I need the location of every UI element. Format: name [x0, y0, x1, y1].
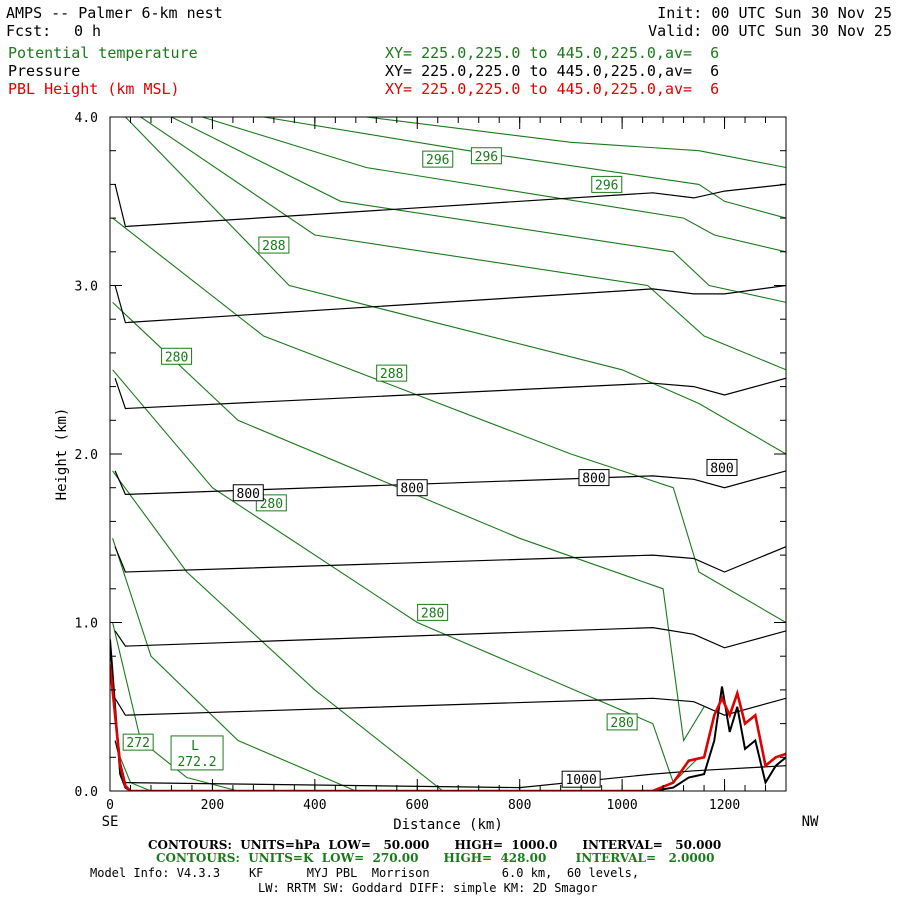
contour-label-box	[232, 484, 264, 502]
y-tick-label: 3.0	[75, 280, 98, 295]
x-tick-label: 1000	[606, 798, 637, 813]
legend-pbl-xy: XY= 225.0,225.0 to 445.0,225.0,av= 6	[385, 80, 720, 98]
contour-label-box	[161, 347, 193, 365]
theta-contour-276	[112, 538, 357, 791]
extremum-box	[170, 735, 224, 771]
y-tick-label: 1.0	[75, 617, 98, 632]
contour-label: 280	[260, 497, 283, 512]
pressure-contour-850	[114, 546, 786, 573]
x-tick-label: 0	[106, 798, 114, 813]
x-tick-label: 800	[508, 798, 531, 813]
contour-label-box	[255, 494, 287, 512]
contour-label: 800	[237, 487, 260, 502]
contour-label-box	[422, 150, 454, 168]
contour-label: 296	[426, 153, 449, 168]
y-tick-label: 2.0	[75, 448, 98, 463]
contour-label: 1000	[565, 773, 596, 788]
contour-label: 296	[595, 178, 618, 193]
pressure-contour-info: CONTOURS: UNITS=hPa LOW= 50.000 HIGH= 10…	[148, 838, 722, 852]
contour-label-box	[396, 479, 428, 497]
contour-label-box	[470, 147, 502, 165]
init-time: Init: 00 UTC Sun 30 Nov 25	[657, 4, 892, 22]
x-end-label-left: SE	[102, 814, 119, 830]
pbl-height-line	[110, 664, 786, 791]
pressure-contour-650	[114, 284, 786, 324]
contour-label: 296	[475, 150, 498, 165]
theta-contour-278	[112, 470, 444, 791]
contour-label: 280	[165, 350, 188, 365]
contour-label: 288	[380, 367, 403, 382]
x-tick-label: 1200	[709, 798, 740, 813]
contour-label: 288	[262, 239, 285, 254]
legend-theta-xy: XY= 225.0,225.0 to 445.0,225.0,av= 6	[385, 44, 720, 62]
theta-contour-288	[140, 117, 786, 371]
legend-pressure: Pressure	[8, 62, 81, 80]
contour-label-box	[591, 175, 623, 193]
legend-pbl: PBL Height (km MSL)	[8, 80, 180, 98]
pressure-contour-600	[114, 183, 786, 228]
pressure-contour-700	[114, 377, 786, 410]
y-axis-label: Height (km)	[54, 408, 70, 501]
physics-info: LW: RRTM SW: Goddard DIFF: simple KM: 2D…	[258, 881, 598, 895]
contour-label: 800	[710, 461, 733, 476]
pressure-contour-950	[114, 697, 786, 716]
contour-label-box	[417, 603, 449, 621]
x-end-label-right: NW	[802, 814, 819, 830]
x-tick-label: 200	[201, 798, 224, 813]
x-axis-label: Distance (km)	[393, 817, 503, 833]
contour-label-box	[706, 458, 738, 476]
legend-pressure-xy: XY= 225.0,225.0 to 445.0,225.0,av= 6	[385, 62, 720, 80]
contour-label: 800	[400, 482, 423, 497]
legend-theta: Potential temperature	[8, 44, 198, 62]
contour-label-box	[606, 713, 638, 731]
theta-contour-290	[171, 117, 786, 303]
pressure-contour-800	[114, 470, 786, 496]
contour-label-box	[258, 236, 290, 254]
theta-contour-294	[263, 117, 786, 219]
valid-time: Valid: 00 UTC Sun 30 Nov 25	[648, 22, 892, 40]
contour-label-box	[376, 364, 408, 382]
x-tick-label: 600	[406, 798, 429, 813]
extremum-label: L	[191, 739, 199, 754]
y-tick-label: 0.0	[75, 785, 98, 800]
page-title: AMPS -- Palmer 6-km nest	[6, 4, 223, 22]
y-tick-label: 4.0	[75, 111, 98, 126]
theta-contour-284	[112, 217, 786, 623]
fcst-label: Fcst:	[6, 22, 52, 40]
contour-label-box	[578, 469, 610, 487]
contour-label: 800	[582, 472, 605, 487]
contour-label-box	[122, 733, 154, 751]
theta-contour-286	[125, 117, 786, 455]
theta-contour-296	[366, 117, 786, 169]
model-info: Model Info: V4.3.3 KF MYJ PBL Morrison 6…	[90, 866, 640, 880]
contour-label: 280	[610, 716, 633, 731]
contour-label: 272	[126, 736, 149, 751]
theta-contour-info: CONTOURS: UNITS=K LOW= 270.00 HIGH= 428.…	[156, 851, 715, 865]
contour-label: 280	[421, 606, 444, 621]
theta-contour-292	[202, 117, 786, 253]
extremum-value: 272.2	[177, 755, 216, 770]
x-tick-label: 400	[303, 798, 326, 813]
theta-contour-282	[112, 301, 705, 743]
fcst-value: 0 h	[74, 22, 102, 40]
pressure-contour-900	[114, 626, 786, 649]
